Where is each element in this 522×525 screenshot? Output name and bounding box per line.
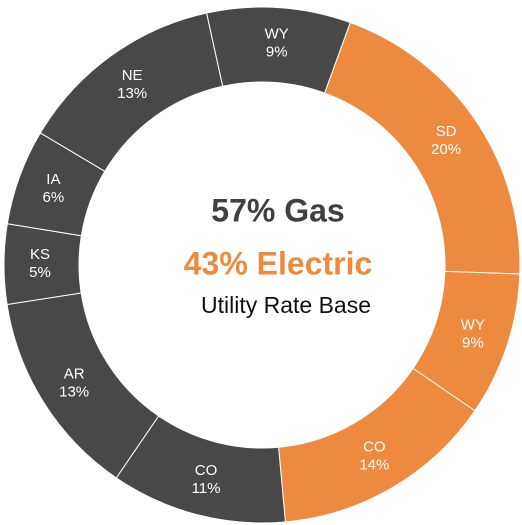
segment-value-label: 20% xyxy=(431,141,461,158)
donut-segment xyxy=(206,6,351,94)
segment-name: KS xyxy=(30,246,50,263)
segment-value-label: 5% xyxy=(29,264,51,281)
segment-name: SD xyxy=(436,123,457,140)
segment-name: WY xyxy=(265,25,289,42)
segment-value-label: 9% xyxy=(266,43,288,60)
segment-value-label: 13% xyxy=(59,383,89,400)
segment-value-label: 13% xyxy=(117,85,147,102)
gas-annotation: 57% Gas xyxy=(211,192,344,228)
segment-name: WY xyxy=(461,316,485,333)
electric-annotation: 43% Electric xyxy=(184,245,373,281)
donut: SD20%WY9%CO14%CO11%AR13%KS5%IA6%NE13%WY9… xyxy=(3,6,521,524)
segment-name: IA xyxy=(46,171,60,188)
donut-segment xyxy=(323,21,521,275)
segment-value-label: 11% xyxy=(192,480,221,497)
segment-value-label: 9% xyxy=(462,334,484,351)
segment-name: CO xyxy=(195,462,218,479)
segment-name: NE xyxy=(122,67,143,84)
segment-value-label: 6% xyxy=(43,189,65,206)
segment-name: CO xyxy=(363,438,386,455)
segment-value-label: 14% xyxy=(359,456,389,473)
subtitle-annotation: Utility Rate Base xyxy=(201,292,371,318)
segment-name: AR xyxy=(64,365,85,382)
